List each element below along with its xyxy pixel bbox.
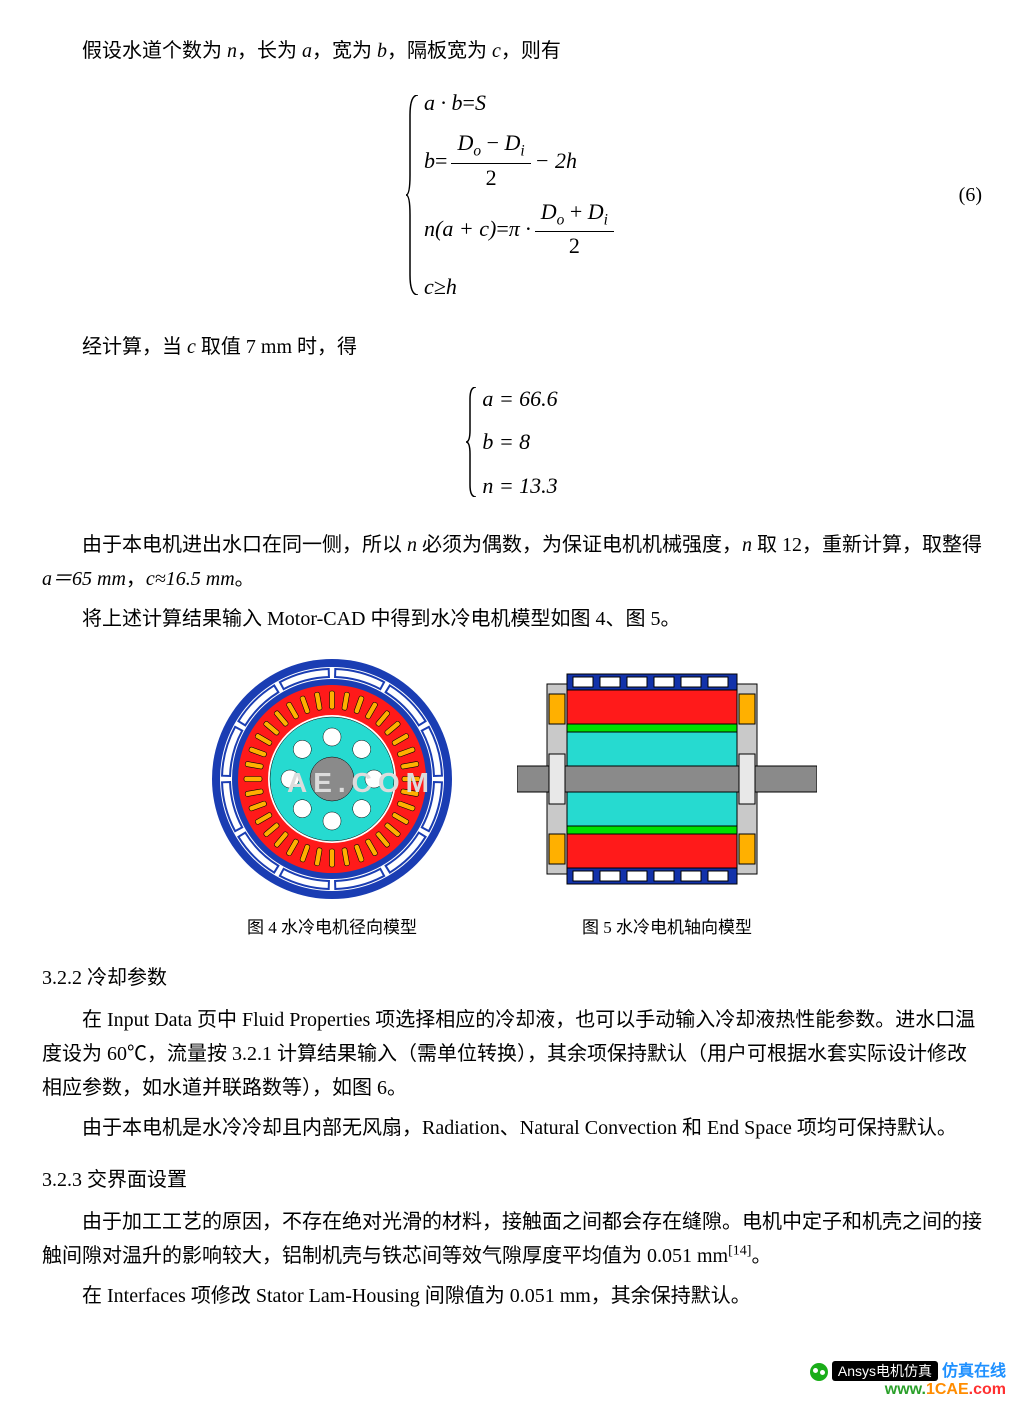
eq6-line2: b = Do − Di 2 − 2h [424, 131, 618, 190]
equation-6: (6) a · b = S b = [42, 78, 982, 312]
figure-5-caption: 图 5 水冷电机轴向模型 [517, 914, 817, 943]
equation-number: (6) [959, 178, 982, 212]
paragraph-calc: 经计算，当 c 取值 7 mm 时，得 [42, 330, 982, 364]
eq6-line4: c ≥ h [424, 268, 618, 305]
footer-url-mid: 1CAE [926, 1381, 969, 1398]
paragraph-assumption: 假设水道个数为 n，长为 a，宽为 b，隔板宽为 c，则有 [42, 34, 982, 68]
equation-result: a = 66.6 b = 8 n = 13.3 [42, 374, 982, 510]
var-a: a [302, 40, 312, 62]
text: ，则有 [501, 40, 561, 62]
motor-radial-diagram: AE.COM [207, 654, 457, 904]
brace-icon [406, 78, 424, 312]
figure-row: AE.COM 图 4 水冷电机径向模型 图 5 水冷电机轴向模型 [42, 654, 982, 943]
reference-14: [14] [728, 1243, 751, 1258]
text: 假设水道个数为 [82, 40, 227, 62]
wechat-icon [810, 1363, 828, 1381]
footer-tag-sim: 仿真在线 [942, 1363, 1006, 1380]
figure-4-caption: 图 4 水冷电机径向模型 [207, 914, 457, 943]
motor-axial-diagram [517, 654, 817, 904]
section-3-2-2: 3.2.2 冷却参数 [42, 961, 982, 995]
result-a: a = 66.6 [482, 380, 557, 417]
paragraph-interface2: 在 Interfaces 项修改 Stator Lam-Housing 间隙值为… [42, 1279, 982, 1313]
page: 假设水道个数为 n，长为 a，宽为 b，隔板宽为 c，则有 (6) a · b … [0, 0, 1024, 1399]
var-c: c [492, 40, 501, 62]
text: ，隔板宽为 [387, 40, 492, 62]
footer-url-pre: www. [885, 1381, 926, 1398]
var-b: b [377, 40, 387, 62]
figure-4: AE.COM 图 4 水冷电机径向模型 [207, 654, 457, 943]
text: ，长为 [237, 40, 302, 62]
var-n: n [227, 40, 237, 62]
result-b: b = 8 [482, 423, 557, 460]
footer-tag-ansys: Ansys电机仿真 [832, 1361, 938, 1381]
eq6-line1: a · b = S [424, 84, 618, 121]
page-footer: Ansys电机仿真 仿真在线 www.1CAE.com [0, 1399, 1024, 1409]
footer-url-post: .com [969, 1381, 1006, 1398]
section-3-2-3: 3.2.3 交界面设置 [42, 1163, 982, 1197]
paragraph-fluid: 在 Input Data 页中 Fluid Properties 项选择相应的冷… [42, 1003, 982, 1105]
result-n: n = 13.3 [482, 467, 557, 504]
paragraph-motorcad: 将上述计算结果输入 Motor-CAD 中得到水冷电机模型如图 4、图 5。 [42, 602, 982, 636]
brace-icon [466, 374, 482, 510]
text: ，宽为 [312, 40, 377, 62]
figure-5: 图 5 水冷电机轴向模型 [517, 654, 817, 943]
paragraph-interface1: 由于加工工艺的原因，不存在绝对光滑的材料，接触面之间都会存在缝隙。电机中定子和机… [42, 1205, 982, 1273]
paragraph-radiation: 由于本电机是水冷冷却且内部无风扇，Radiation、Natural Conve… [42, 1111, 982, 1145]
paragraph-even: 由于本电机进出水口在同一侧，所以 n 必须为偶数，为保证电机机械强度，n 取 1… [42, 528, 982, 596]
eq6-line3: n(a + c) = π · Do + Di 2 [424, 200, 618, 259]
